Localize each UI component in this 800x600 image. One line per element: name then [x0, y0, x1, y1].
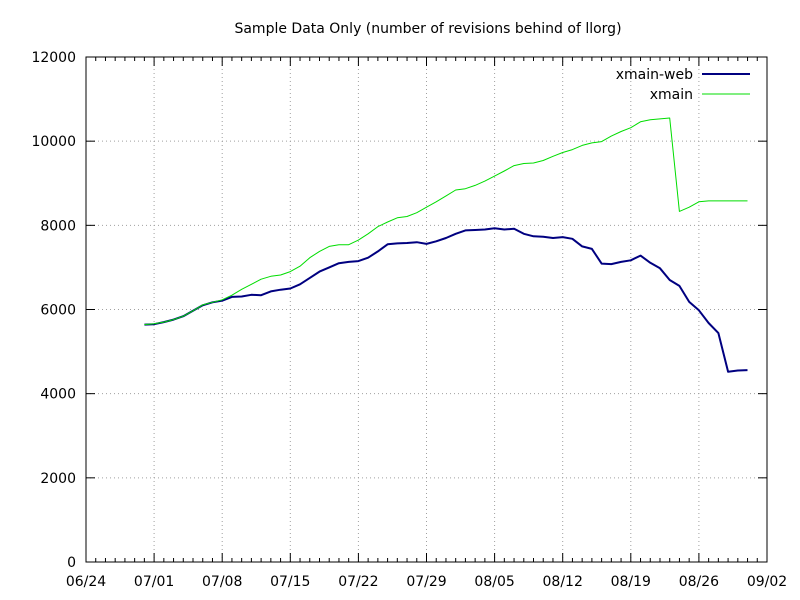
axes: 06/24 07/01 07/08 07/15 07/22 07/29 08/05 08/12…	[31, 50, 787, 590]
y-tick-label: 0	[67, 555, 76, 571]
y-tick-label: 4000	[40, 387, 76, 403]
plot-border	[85, 56, 768, 563]
x-tick-label: 07/08	[202, 574, 242, 590]
x-tick-label: 08/19	[611, 574, 651, 590]
legend: xmain-web xmain	[616, 67, 750, 103]
x-tick-label: 08/12	[543, 574, 583, 590]
x-tick-label: 07/01	[134, 574, 174, 590]
legend-label: xmain	[650, 87, 693, 103]
series-lines	[144, 117, 748, 373]
y-tick-label: 10000	[31, 134, 76, 150]
y-tick-label: 6000	[40, 303, 76, 319]
grid	[85, 56, 768, 563]
x-tick-label: 07/22	[338, 574, 378, 590]
series-line-xmain	[144, 117, 748, 326]
chart-title: Sample Data Only (number of revisions be…	[234, 21, 621, 37]
y-tick-label: 2000	[40, 471, 76, 487]
legend-label: xmain-web	[616, 67, 693, 83]
x-tick-label: 09/02	[747, 574, 787, 590]
y-tick-label: 12000	[31, 50, 76, 66]
x-tick-label: 06/24	[66, 574, 106, 590]
x-tick-label: 07/15	[270, 574, 310, 590]
x-tick-label: 08/05	[474, 574, 514, 590]
y-tick-label: 8000	[40, 218, 76, 234]
x-tick-label: 08/26	[679, 574, 719, 590]
series-line-xmain-web	[144, 227, 748, 373]
x-tick-label: 07/29	[406, 574, 446, 590]
